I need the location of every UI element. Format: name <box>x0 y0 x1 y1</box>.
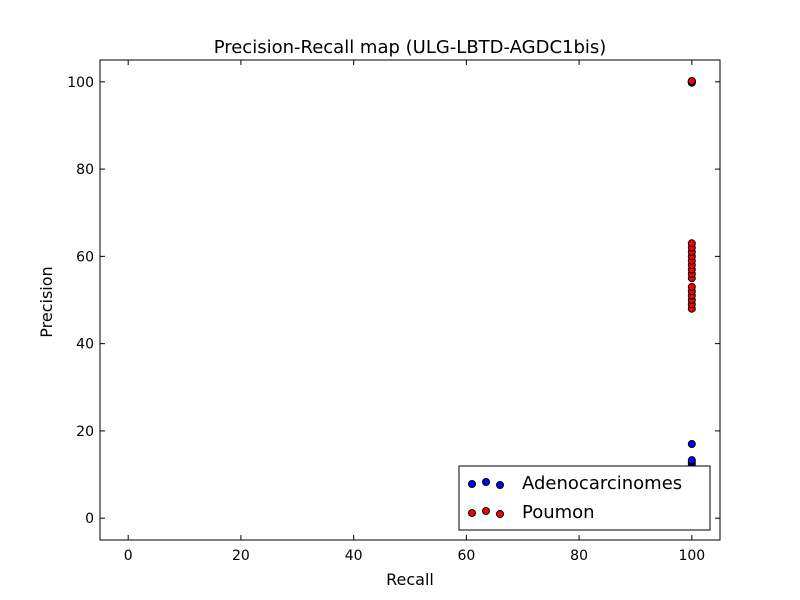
data-point-adenocarcinomes <box>687 456 696 465</box>
x-tick-label: 100 <box>678 548 705 564</box>
legend-markers-adenocarcinomes <box>468 478 504 489</box>
y-tick-label: 60 <box>76 249 94 265</box>
data-point-poumon <box>687 76 696 85</box>
y-tick-label: 0 <box>85 511 94 527</box>
y-axis-label: Precision <box>37 266 56 337</box>
legend: Adenocarcinomes Poumon <box>458 465 711 531</box>
chart-title: Precision-Recall map (ULG-LBTD-AGDC1bis) <box>214 37 607 58</box>
x-axis-label: Recall <box>386 570 434 589</box>
legend-box <box>458 465 711 531</box>
y-tick-label: 80 <box>76 162 94 178</box>
y-tick-label: 40 <box>76 337 94 353</box>
data-point-poumon <box>687 239 696 248</box>
legend-label-adenocarcinomes: Adenocarcinomes <box>522 473 682 494</box>
x-tick-label: 40 <box>345 548 363 564</box>
y-tick-label: 100 <box>67 75 94 91</box>
legend-label-poumon: Poumon <box>522 502 595 523</box>
legend-markers-poumon <box>468 507 504 518</box>
x-tick-label: 0 <box>124 548 133 564</box>
x-axis: 0 20 40 60 80 100 <box>124 60 705 564</box>
x-tick-label: 60 <box>457 548 475 564</box>
data-point-poumon <box>687 282 696 291</box>
y-tick-label: 20 <box>76 424 94 440</box>
x-tick-label: 80 <box>570 548 588 564</box>
y-axis: 0 20 40 60 80 100 <box>67 75 720 527</box>
plot-area <box>100 60 720 540</box>
plot-frame <box>99 59 721 541</box>
x-tick-label: 20 <box>232 548 250 564</box>
data-point-adenocarcinomes <box>687 440 696 448</box>
